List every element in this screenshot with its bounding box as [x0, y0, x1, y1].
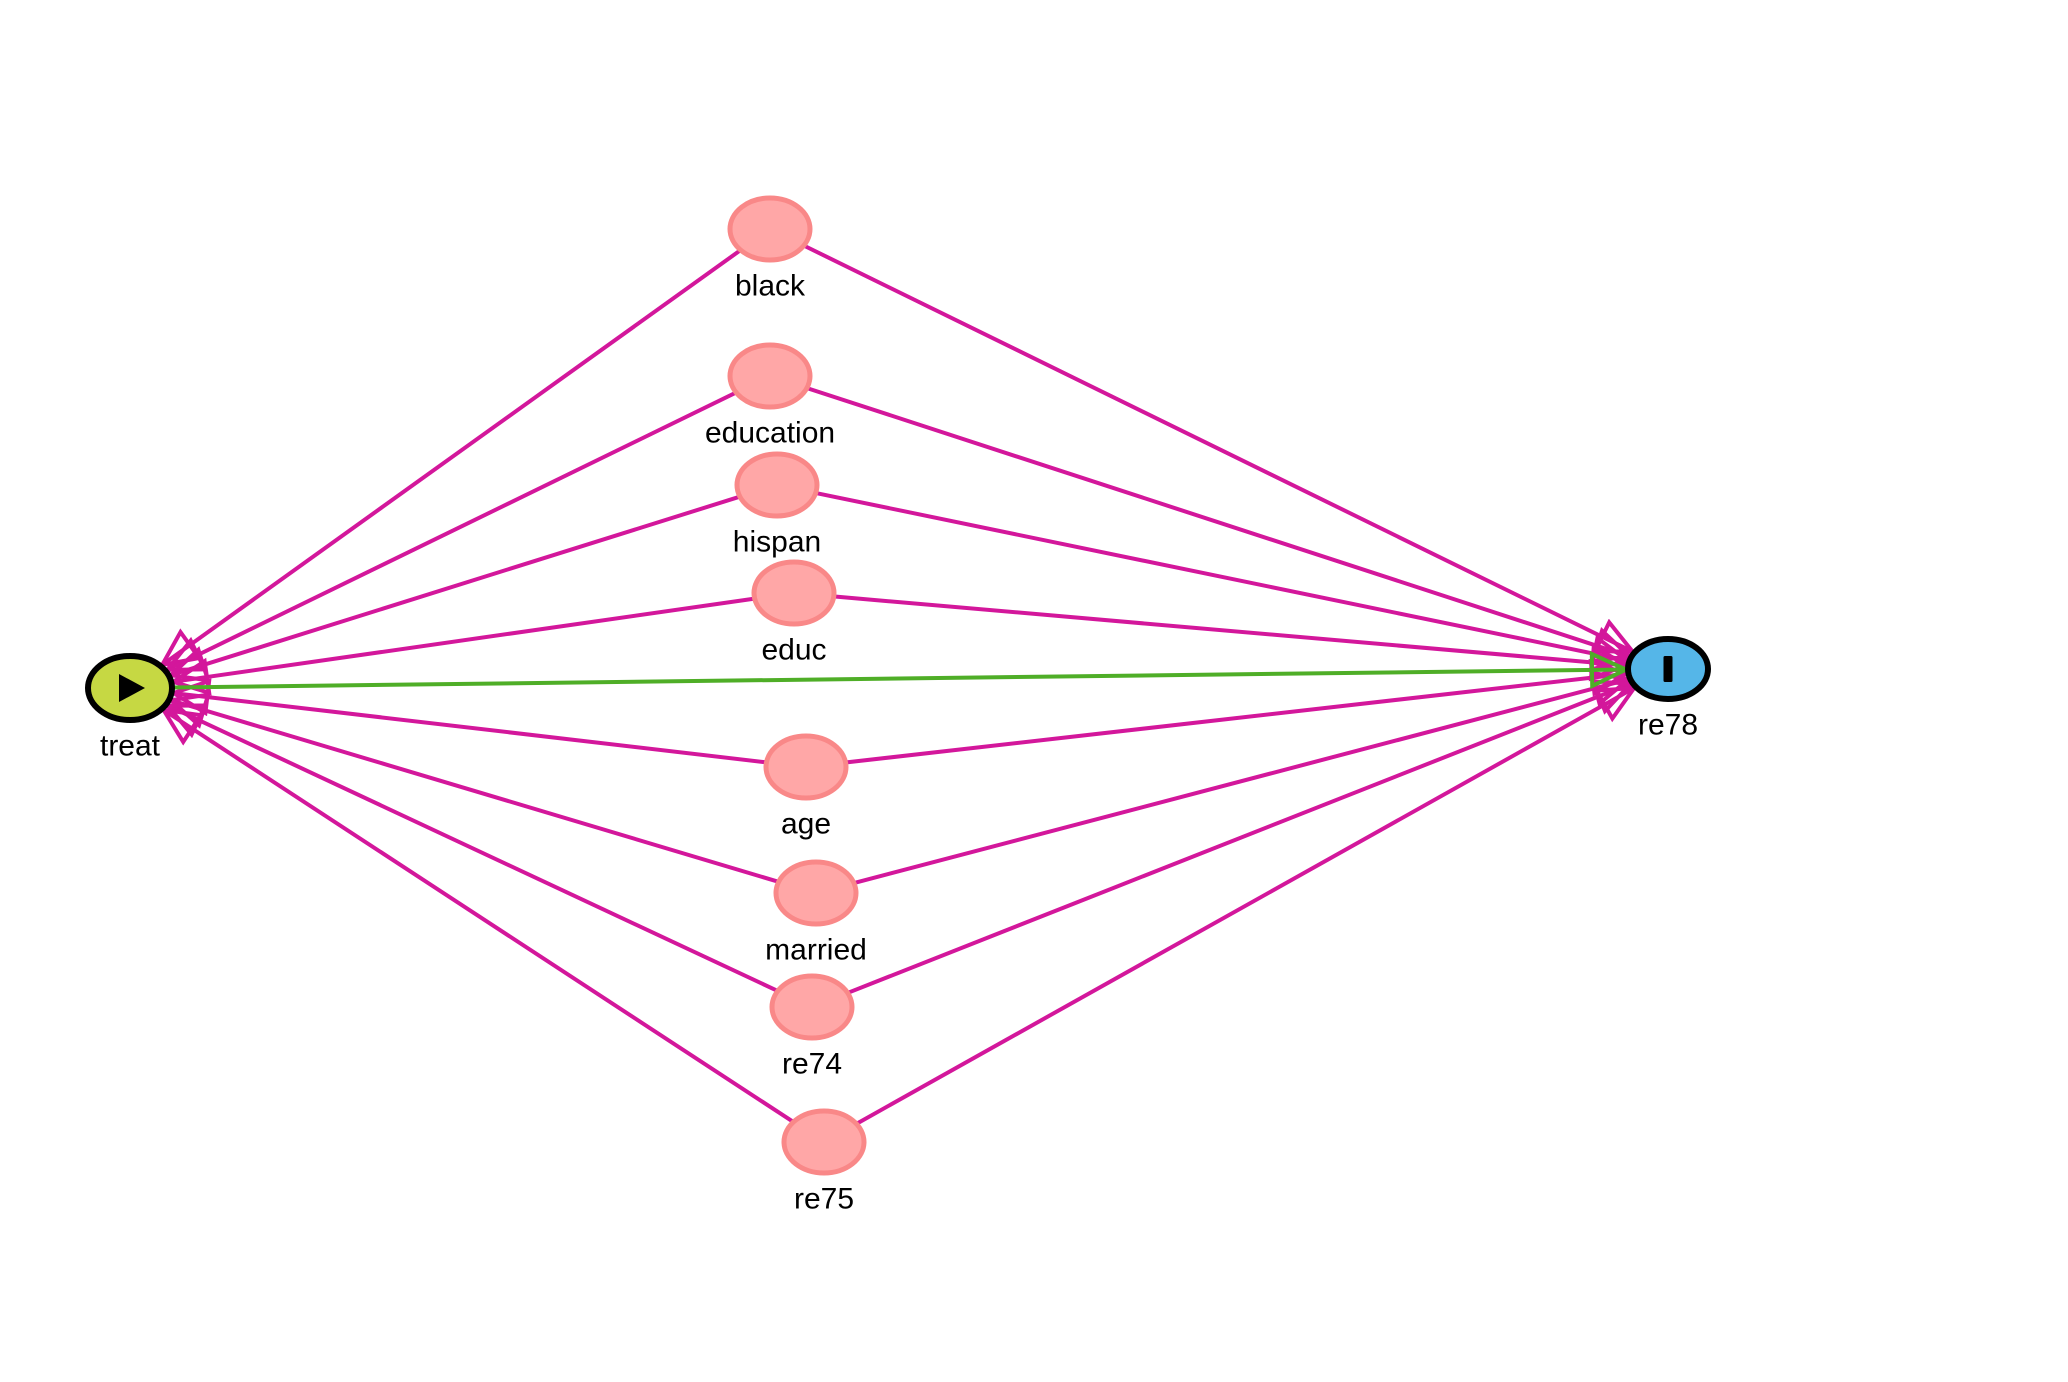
node-label-black[interactable]: black — [735, 270, 806, 303]
edge-educ-re78[interactable] — [834, 594, 1627, 666]
node-re74[interactable]: re74 — [769, 973, 855, 1081]
edge-re74-re78[interactable] — [847, 684, 1631, 995]
edge-married-treat[interactable] — [171, 700, 779, 884]
node-married[interactable]: married — [765, 859, 867, 967]
node-label-treat[interactable]: treat — [100, 730, 161, 763]
bar-icon — [1663, 656, 1673, 682]
node-black[interactable]: black — [727, 195, 813, 303]
node-age[interactable]: age — [763, 733, 849, 841]
edge-layer — [162, 244, 1634, 1126]
node-layer: treat re78 black education hispan educ age marr… — [85, 195, 1711, 1216]
edge-married-re78[interactable] — [854, 679, 1628, 885]
node-label-married[interactable]: married — [765, 934, 867, 967]
node-label-re78[interactable]: re78 — [1638, 709, 1698, 742]
node-treat[interactable]: treat — [85, 653, 175, 763]
node-ellipse-re75[interactable] — [781, 1108, 867, 1176]
node-ellipse-educ[interactable] — [751, 559, 837, 627]
node-label-hispan[interactable]: hispan — [733, 526, 821, 559]
edge-black-treat[interactable] — [162, 249, 741, 665]
node-ellipse-re74[interactable] — [769, 973, 855, 1041]
node-ellipse-hispan[interactable] — [734, 451, 820, 519]
node-re75[interactable]: re75 — [781, 1108, 867, 1216]
edge-re75-re78[interactable] — [856, 688, 1634, 1126]
edge-education-re78[interactable] — [807, 386, 1630, 656]
edge-age-re78[interactable] — [846, 674, 1627, 765]
edge-black-re78[interactable] — [803, 244, 1633, 652]
node-label-educ[interactable]: educ — [761, 634, 826, 667]
node-label-re75[interactable]: re75 — [794, 1183, 854, 1216]
edge-re74-treat[interactable] — [168, 706, 778, 993]
node-ellipse-age[interactable] — [763, 733, 849, 801]
node-ellipse-black[interactable] — [727, 195, 813, 263]
node-label-education[interactable]: education — [705, 417, 835, 450]
node-re78[interactable]: re78 — [1625, 636, 1711, 742]
edge-re75-treat[interactable] — [164, 710, 794, 1124]
edge-age-treat[interactable] — [174, 693, 766, 765]
play-icon — [119, 674, 145, 702]
node-ellipse-education[interactable] — [727, 342, 813, 410]
node-label-age[interactable]: age — [781, 808, 831, 841]
node-education[interactable]: education — [705, 342, 835, 450]
node-ellipse-married[interactable] — [773, 859, 859, 927]
node-hispan[interactable]: hispan — [733, 451, 821, 559]
node-educ[interactable]: educ — [751, 559, 837, 667]
node-label-re74[interactable]: re74 — [782, 1048, 842, 1081]
edge-hispan-treat[interactable] — [171, 495, 740, 675]
edge-educ-treat[interactable] — [173, 596, 754, 682]
edge-treat-re78[interactable] — [172, 670, 1626, 690]
edge-hispan-re78[interactable] — [816, 491, 1628, 660]
edge-education-treat[interactable] — [167, 391, 737, 670]
